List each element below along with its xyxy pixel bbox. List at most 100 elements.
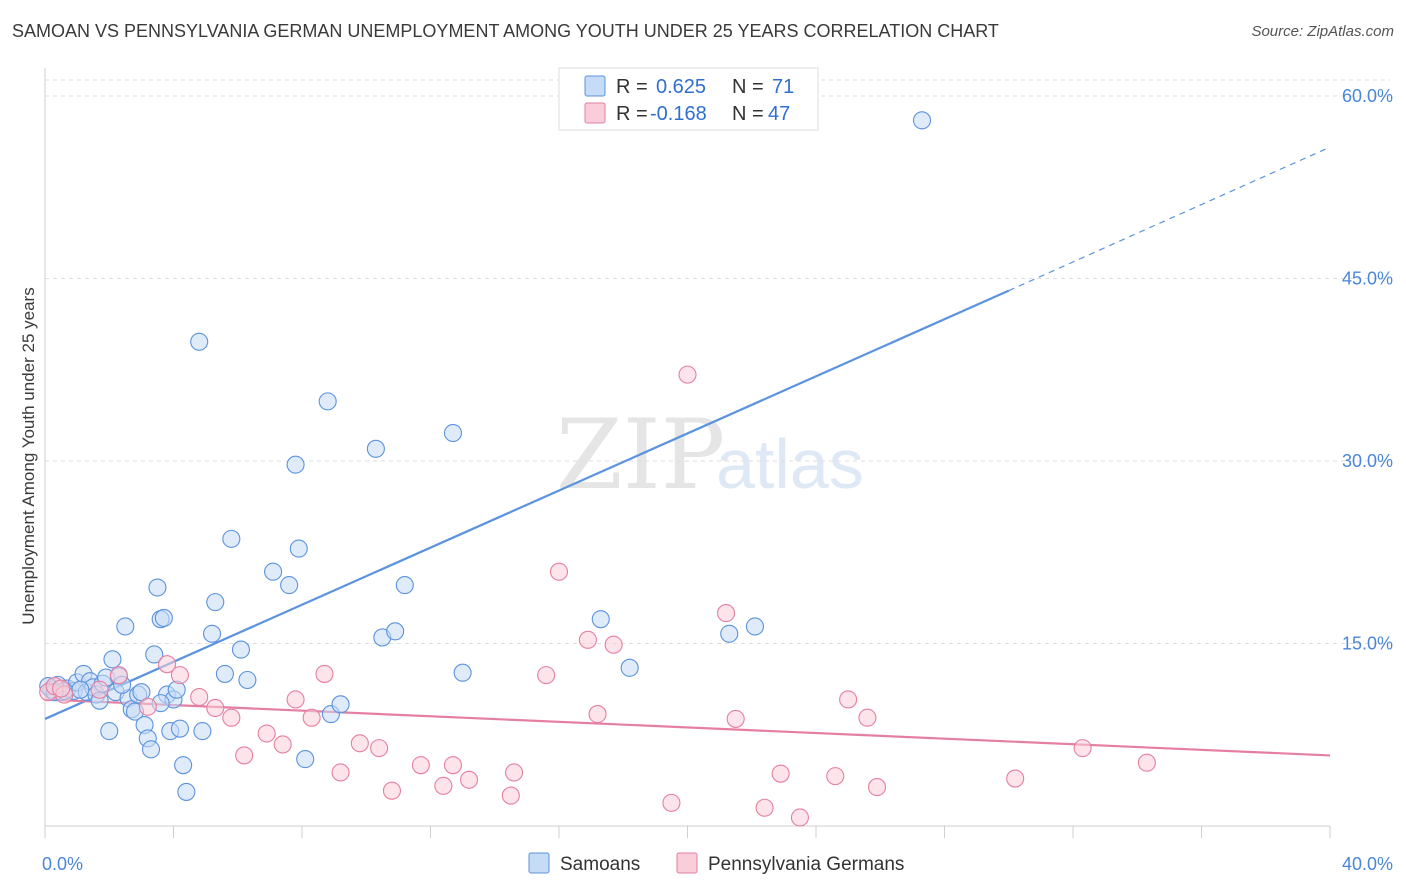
point-series1-45 [1137, 753, 1156, 772]
point-series0-48 [286, 455, 305, 474]
stats-n-label-2: N = [732, 103, 764, 125]
point-series0-40 [203, 624, 222, 643]
legend-label-samoans: Samoans [560, 854, 640, 875]
point-series1-31 [604, 635, 623, 654]
point-series0-63 [745, 617, 765, 636]
point-series1-26 [501, 786, 520, 805]
point-series1-28 [549, 562, 569, 581]
point-series0-37 [177, 782, 196, 801]
point-series0-28 [148, 578, 167, 597]
point-series0-38 [190, 332, 209, 351]
point-series1-34 [716, 604, 736, 623]
point-series1-37 [771, 764, 790, 783]
point-series1-33 [678, 365, 697, 384]
point-series1-19 [370, 739, 389, 758]
point-series0-67 [71, 680, 90, 699]
point-series0-58 [443, 423, 463, 443]
point-series1-5 [138, 697, 157, 716]
watermark-atlas: atlas [716, 425, 864, 503]
point-series1-36 [755, 798, 774, 817]
point-series0-53 [331, 695, 350, 714]
point-series1-40 [839, 690, 858, 709]
point-series1-14 [286, 690, 305, 709]
trend-extension-series0 [1008, 146, 1331, 292]
legend: Samoans Pennsylvania Germans [528, 852, 904, 875]
point-series1-6 [158, 655, 177, 674]
point-series1-39 [826, 767, 845, 786]
point-series1-18 [350, 734, 369, 753]
stats-n-label-1: N = [732, 76, 764, 98]
y-tick-label-3: 60.0% [1342, 86, 1393, 106]
point-series1-7 [170, 666, 189, 685]
point-series0-54 [366, 439, 385, 458]
point-series1-44 [1073, 739, 1092, 758]
point-series0-42 [215, 664, 234, 683]
point-series1-3 [90, 680, 109, 699]
y-tick-label-2: 45.0% [1342, 269, 1393, 289]
stats-box: R = 0.625 N = 71 R = -0.168 N = 47 [558, 67, 819, 131]
point-series1-41 [858, 708, 877, 727]
point-series1-4 [109, 666, 128, 685]
trend-line-series0 [44, 289, 1010, 720]
point-series0-61 [620, 658, 639, 677]
point-series1-46 [52, 679, 71, 698]
point-series1-15 [302, 708, 321, 727]
point-series1-20 [382, 781, 402, 800]
point-series0-47 [280, 576, 299, 595]
stats-swatch-penn-germans [584, 102, 606, 124]
watermark: ZIP atlas [556, 399, 864, 511]
point-series1-21 [411, 756, 430, 775]
point-series0-35 [170, 719, 189, 738]
stats-swatch-samoans [584, 75, 606, 97]
point-series1-13 [273, 735, 292, 754]
point-series1-8 [190, 687, 209, 707]
grid [45, 79, 1390, 644]
point-series1-24 [459, 770, 479, 789]
point-series0-14 [100, 722, 119, 741]
point-series1-30 [588, 705, 607, 724]
point-series1-16 [315, 664, 334, 683]
legend-swatch-penn-germans [676, 852, 698, 874]
point-series0-39 [193, 722, 212, 741]
point-series0-34 [167, 680, 186, 699]
point-series0-46 [264, 562, 283, 581]
stats-r-value-1: 0.625 [656, 76, 706, 98]
point-series0-62 [720, 624, 739, 643]
point-series1-22 [434, 776, 453, 795]
point-series0-59 [453, 663, 472, 682]
point-series0-26 [141, 740, 161, 759]
point-series0-57 [395, 576, 414, 595]
point-series0-44 [231, 640, 251, 659]
point-series0-50 [296, 750, 315, 769]
point-series1-9 [206, 698, 225, 718]
legend-swatch-samoans [528, 852, 550, 874]
point-series0-43 [222, 529, 241, 548]
point-series1-27 [537, 666, 556, 685]
y-axis-label: Unemployment Among Youth under 25 years [19, 287, 38, 624]
legend-label-penn-germans: Pennsylvania Germans [708, 854, 904, 875]
stats-n-value-1: 71 [772, 76, 794, 98]
stats-r-label-2: R = [616, 103, 648, 125]
point-series0-51 [318, 392, 337, 411]
chart-title: SAMOAN VS PENNSYLVANIA GERMAN UNEMPLOYME… [12, 21, 999, 41]
point-series0-49 [289, 539, 308, 558]
trend-lines [44, 146, 1331, 757]
x-tick-label-0: 0.0% [42, 854, 83, 874]
point-series0-36 [174, 756, 193, 775]
trend-line-series1 [44, 698, 1331, 757]
y-tick-label-1: 30.0% [1342, 451, 1393, 471]
point-series0-15 [103, 650, 122, 669]
point-series0-30 [154, 608, 173, 628]
point-series0-60 [591, 610, 610, 629]
tick-labels: 15.0% 30.0% 45.0% 60.0% 0.0% 40.0% [42, 86, 1393, 874]
stats-r-value-2: -0.168 [650, 103, 707, 125]
y-tick-label-0: 15.0% [1342, 634, 1393, 654]
point-series0-45 [238, 670, 257, 690]
point-series0-56 [386, 622, 405, 641]
point-series1-17 [331, 763, 350, 782]
point-series1-43 [1006, 769, 1025, 788]
x-tick-label-1: 40.0% [1342, 854, 1393, 874]
stats-r-label-1: R = [616, 76, 648, 98]
point-series1-10 [222, 708, 241, 727]
